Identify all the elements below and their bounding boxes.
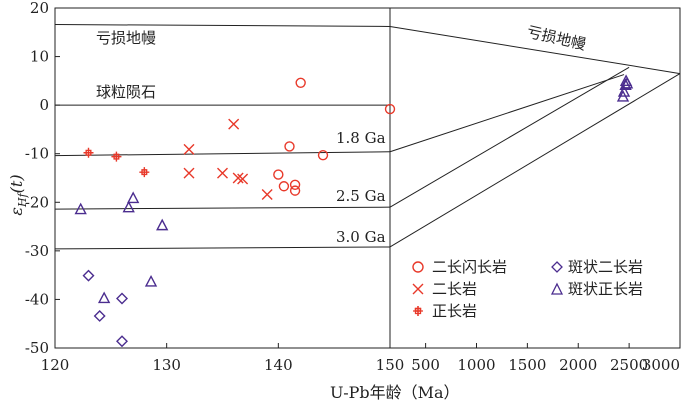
ref-line-left-crust-2.5	[54, 206, 391, 210]
x-tick-label-right: 500	[411, 356, 440, 374]
point-granodiorite	[384, 103, 396, 115]
chondrite-label: 球粒陨石	[96, 83, 156, 101]
point-monzonite_porphyry	[116, 292, 128, 305]
point-right-syenite_porphyry	[620, 76, 634, 89]
point-monzonite	[228, 118, 240, 130]
x-tick-label-left: 140	[264, 356, 293, 374]
crust-3-0-label: 3.0 Ga	[336, 228, 386, 246]
y-axis-label-tail: (t)	[7, 174, 26, 193]
x-tick-label-right: 2500	[610, 356, 648, 374]
point-monzonite	[217, 167, 228, 179]
point-syenite_porphyry	[127, 191, 140, 204]
x-tick-label-left: 150	[376, 356, 405, 374]
point-monzonite	[232, 172, 244, 184]
point-syenite	[83, 147, 94, 158]
point-syenite_porphyry	[156, 218, 169, 231]
point-granodiorite	[273, 169, 284, 180]
legend-marker-monzonite	[412, 283, 424, 295]
x-tick-label-right: 1000	[457, 356, 495, 374]
depleted-mantle-label-right: 亏损地幔	[525, 23, 588, 54]
legend-marker-syenite-arms	[413, 306, 423, 316]
ref-line-right-depleted-mantle	[389, 25, 681, 75]
y-axis-label-main: ε	[7, 207, 26, 216]
ref-line-left-crust-3.0	[54, 246, 391, 250]
ref-line-right-crust-3.0	[389, 73, 681, 248]
ref-line-right-crust-1.8	[389, 74, 625, 153]
legend-label-monzonite: 二长岩	[432, 280, 477, 298]
point-monzonite_porphyry	[82, 269, 95, 282]
point-monzonite	[183, 143, 195, 155]
point-syenite	[139, 167, 150, 178]
point-monzonite	[261, 189, 273, 201]
legend-label-monzonite-porphyry: 斑状二长岩	[568, 258, 643, 276]
point-syenite_porphyry	[122, 200, 135, 213]
point-syenite_porphyry	[144, 274, 158, 287]
point-monzonite	[183, 167, 195, 179]
reference-lines	[54, 24, 681, 250]
left-panel-frame	[54, 7, 391, 349]
y-tick-label: 0	[39, 96, 49, 114]
point-granodiorite	[289, 179, 301, 191]
data-points	[74, 74, 634, 348]
point-granodiorite	[289, 185, 301, 196]
x-tick-label-left: 120	[41, 356, 70, 374]
legend-marker-syenite-porphyry	[550, 282, 564, 295]
y-axis-label: εHf(t)	[7, 174, 29, 215]
legend-label-syenite-porphyry: 斑状正长岩	[568, 280, 643, 298]
point-syenite_porphyry	[97, 291, 111, 304]
y-tick-label: -50	[25, 339, 49, 357]
y-tick-label: -30	[25, 242, 49, 260]
legend-marker-monzonite-porphyry	[551, 261, 563, 273]
depleted-mantle-label-left: 亏损地幔	[96, 29, 156, 47]
point-syenite	[111, 151, 122, 162]
y-tick-label: -20	[25, 193, 49, 211]
legend-label-syenite: 正长岩	[432, 302, 477, 320]
legend-label-granodiorite: 二长闪长岩	[432, 258, 507, 276]
x-tick-label-right: 1500	[508, 356, 546, 374]
point-syenite_porphyry	[74, 202, 87, 215]
x-tick-label-right: 2000	[559, 356, 597, 374]
point-monzonite	[237, 173, 249, 185]
ref-line-left-depleted-mantle	[54, 24, 391, 27]
point-granodiorite	[295, 77, 306, 89]
crust-2-5-label: 2.5 Ga	[336, 187, 386, 205]
point-granodiorite	[317, 149, 329, 161]
point-monzonite_porphyry	[116, 335, 128, 348]
legend: 二长闪长岩 二长岩 正长岩 斑状二长岩 斑状正长岩	[412, 258, 643, 320]
ref-line-right-crust-2.5	[389, 66, 630, 208]
y-tick-label: -10	[25, 145, 49, 163]
point-right-syenite_porphyry	[617, 85, 631, 97]
point-granodiorite	[284, 141, 295, 152]
ref-line-left-crust-1.8	[54, 151, 391, 157]
crust-1-8-label: 1.8 Ga	[336, 129, 386, 147]
y-tick-label: -40	[25, 290, 49, 308]
legend-marker-granodiorite	[412, 261, 424, 273]
x-tick-label-left: 130	[152, 356, 181, 374]
y-axis-label-sub: Hf	[16, 191, 29, 208]
point-monzonite_porphyry	[93, 309, 106, 322]
point-granodiorite	[278, 181, 290, 192]
y-tick-label: 20	[30, 0, 49, 17]
x-tick-label-right: 3000	[642, 356, 680, 374]
right-panel-frame	[389, 7, 681, 349]
x-axis-label: U-Pb年龄（Ma）	[330, 383, 460, 402]
y-tick-label: 10	[30, 48, 49, 66]
